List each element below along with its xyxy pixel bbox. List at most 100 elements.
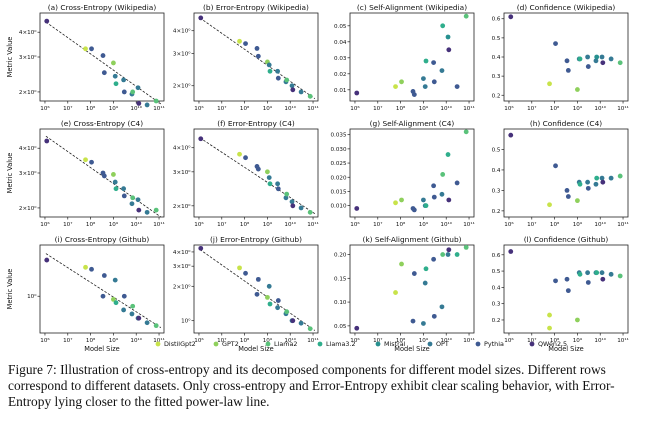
data-point: [111, 296, 116, 302]
x-tick-label: 10⁸: [550, 221, 560, 228]
power-law-fit-line: [45, 21, 162, 105]
chart-title: (j) Error-Entropy (Github): [210, 235, 302, 244]
data-point: [423, 266, 429, 272]
data-point: [266, 283, 272, 289]
x-tick-label: 10¹¹: [153, 337, 165, 344]
x-tick-label: 10⁷: [527, 221, 536, 228]
data-point: [431, 183, 437, 189]
power-law-fit-line: [199, 137, 316, 215]
data-point: [440, 23, 446, 29]
y-tick-label: 0.6: [492, 253, 501, 259]
x-tick-label: 10⁷: [527, 105, 536, 112]
data-point: [129, 311, 135, 317]
data-point: [44, 257, 50, 263]
y-tick-label: 0.030: [330, 147, 346, 153]
data-point: [307, 326, 313, 332]
y-tick-label: 10⁰: [181, 318, 191, 325]
data-point: [463, 244, 469, 250]
y-tick-label: 0.5: [492, 36, 501, 42]
data-point: [585, 179, 591, 185]
data-point: [89, 266, 94, 272]
data-point: [594, 270, 600, 276]
data-point: [130, 195, 136, 201]
y-tick-label: 0.02: [334, 72, 346, 78]
x-tick-label: 10⁷: [63, 105, 72, 112]
data-point: [575, 87, 580, 92]
x-tick-label: 10⁷: [373, 337, 382, 344]
x-tick-label: 10⁹: [419, 337, 429, 344]
data-point: [508, 249, 514, 254]
data-point: [237, 151, 242, 157]
data-point: [121, 193, 127, 199]
data-point: [410, 318, 416, 324]
x-tick-label: 10⁸: [240, 337, 250, 344]
data-point: [547, 325, 552, 331]
data-point: [198, 15, 204, 21]
data-point: [393, 200, 398, 206]
x-tick-label: 10⁶: [504, 221, 514, 228]
data-point: [153, 207, 159, 213]
x-tick-label: 10⁸: [240, 105, 250, 112]
axes-frame-2: [193, 12, 319, 102]
data-point: [446, 47, 452, 53]
data-point: [198, 245, 204, 251]
data-point: [112, 73, 118, 79]
data-point: [446, 197, 452, 203]
data-point: [565, 288, 571, 294]
data-point: [113, 81, 119, 87]
data-point: [237, 265, 242, 271]
legend-label: Pythia: [484, 340, 504, 348]
x-tick-label: 10⁶: [350, 105, 360, 112]
data-point: [600, 276, 606, 282]
data-point: [564, 187, 570, 193]
data-point: [585, 270, 591, 276]
x-tick-label: 10¹⁰: [284, 337, 296, 344]
data-point: [564, 58, 570, 64]
data-point: [577, 271, 583, 277]
data-point: [553, 278, 558, 284]
data-point: [255, 53, 261, 59]
data-point: [284, 191, 290, 197]
data-point: [600, 60, 606, 66]
data-point: [144, 102, 150, 108]
data-point: [445, 34, 451, 40]
chart-title: (e) Cross-Entropy (C4): [61, 119, 143, 128]
data-point: [89, 159, 94, 165]
chart-title: (l) Confidence (Github): [524, 235, 609, 244]
data-point: [421, 321, 426, 326]
data-point: [255, 276, 261, 282]
data-point: [265, 169, 270, 175]
data-point: [575, 198, 580, 204]
y-tick-label: 4×10⁰: [19, 145, 37, 152]
data-point: [265, 294, 270, 300]
x-tick-label: 10⁶: [40, 337, 50, 344]
data-point: [399, 197, 404, 203]
data-point: [593, 58, 599, 64]
data-point: [440, 172, 446, 177]
y-tick-label: 4×10⁰: [19, 29, 37, 36]
y-tick-label: 0.035: [330, 133, 346, 139]
data-point: [608, 56, 614, 62]
data-point: [284, 309, 290, 315]
x-tick-label: 10⁷: [373, 221, 382, 228]
y-tick-label: 0.3: [492, 74, 501, 80]
chart-title: (i) Cross-Entropy (Github): [55, 235, 150, 244]
data-point: [553, 163, 558, 169]
data-point: [431, 79, 437, 85]
data-point: [243, 41, 248, 47]
y-tick-label: 0.4: [492, 285, 501, 291]
x-tick-label: 10¹¹: [463, 221, 475, 228]
data-point: [307, 93, 313, 99]
data-point: [44, 138, 50, 144]
data-point: [599, 175, 605, 181]
x-tick-label: 10¹⁰: [594, 105, 606, 112]
axes-frame-9: [39, 244, 165, 334]
x-tick-label: 10¹¹: [463, 337, 475, 344]
data-point: [121, 186, 127, 192]
y-tick-label: 0.025: [330, 161, 346, 167]
data-point: [266, 175, 272, 181]
x-tick-label: 10⁸: [86, 105, 96, 112]
data-point: [617, 173, 623, 179]
x-tick-label: 10⁸: [550, 105, 560, 112]
x-tick-label: 10⁷: [217, 105, 226, 112]
